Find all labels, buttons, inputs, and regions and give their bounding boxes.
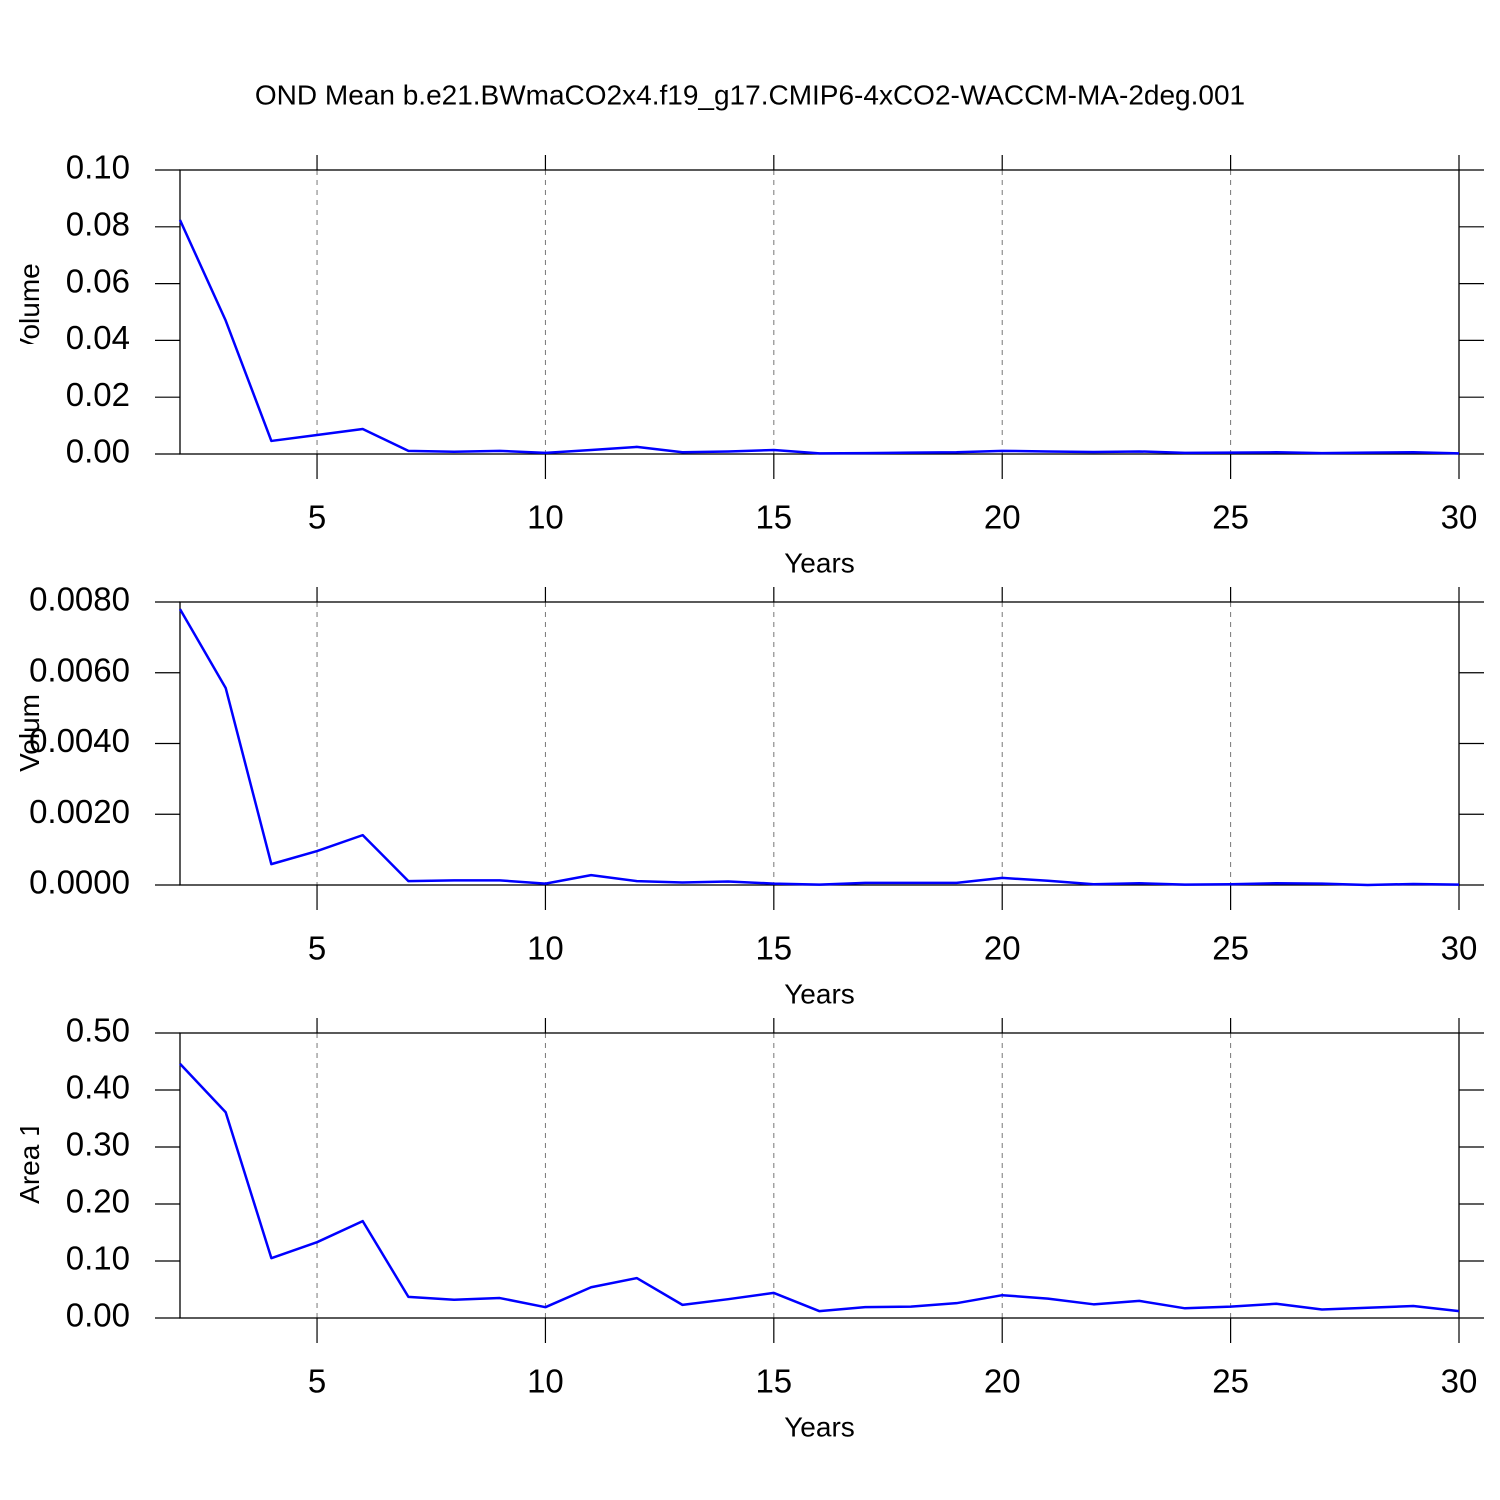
- data-line: [179, 1062, 1460, 1313]
- y-tick-label: 0.20: [66, 1183, 130, 1220]
- x-tick-label: 5: [308, 499, 326, 536]
- y-tick-label: 0.04: [66, 319, 130, 356]
- x-tick-label: 15: [755, 499, 792, 536]
- x-tick-label: 20: [984, 930, 1021, 967]
- panel: 5 10 15 20 25 30 0.00 0.10 0.20 0.30 0.40 0.50 Years…: [12, 1012, 1484, 1442]
- x-tick-label: 10: [527, 499, 564, 536]
- x-tick-label: 25: [1212, 1363, 1249, 1400]
- x-axis-label: Years: [784, 978, 855, 1009]
- y-tick-label: 0.40: [66, 1069, 130, 1106]
- x-tick-label: 15: [755, 930, 792, 967]
- x-tick-label: 5: [308, 1363, 326, 1400]
- x-tick-label: 10: [527, 1363, 564, 1400]
- x-tick-label: 20: [984, 499, 1021, 536]
- x-tick-label: 30: [1441, 499, 1478, 536]
- y-tick-label: 0.0060: [29, 651, 130, 688]
- y-label-text: GIN Ice Area 10: [14, 1106, 45, 1305]
- data-line: [178, 608, 1460, 887]
- y-label-text: GIN Ice Volume 10: [14, 224, 45, 459]
- y-tick-label: 0.0080: [29, 581, 130, 618]
- x-tick-label: 5: [308, 930, 326, 967]
- y-tick-label: 0.10: [66, 1240, 130, 1277]
- x-tick-label: 25: [1212, 499, 1249, 536]
- y-tick-label: 0.0020: [29, 793, 130, 830]
- y-tick-label: 0.10: [66, 149, 130, 186]
- y-tick-label: 0.06: [66, 262, 130, 299]
- y-tick-label: 0.50: [66, 1012, 130, 1049]
- x-tick-label: 30: [1441, 1363, 1478, 1400]
- panel: 5 10 15 20 25 30 0.00 0.02 0.04 0.06 0.08 0.10 Years…: [12, 149, 1484, 578]
- x-axis-label: Years: [784, 1411, 855, 1442]
- y-tick-label: 0.00: [66, 433, 130, 470]
- y-tick-label: 0.30: [66, 1126, 130, 1163]
- panel: 5 10 15 20 25 30 0.0000 0.0020 0.0040 0.0060 0.008…: [12, 580, 1484, 1009]
- y-tick-label: 0.0000: [29, 864, 130, 901]
- x-tick-label: 10: [527, 930, 564, 967]
- x-tick-label: 15: [755, 1363, 792, 1400]
- plot-frame: [179, 1032, 1460, 1319]
- y-tick-label: 0.08: [66, 206, 130, 243]
- x-axis-label: Years: [784, 547, 855, 578]
- y-tick-label: 0.0040: [29, 722, 130, 759]
- x-tick-label: 25: [1212, 930, 1249, 967]
- data-line: [178, 219, 1460, 455]
- figure-title: OND Mean b.e21.BWmaCO2x4.f19_g17.CMIP6-4…: [255, 79, 1245, 110]
- y-label-text: GIN Snow Volume 10: [14, 640, 45, 908]
- y-axis-label: GIN Snow Volume 1013m3: [12, 580, 45, 907]
- y-tick-label: 0.00: [66, 1297, 130, 1334]
- y-axis-label: GIN Ice Volume 1013m3: [12, 165, 45, 460]
- y-tick-label: 0.02: [66, 376, 130, 413]
- y-axis-label: GIN Ice Area 1012m2: [12, 1046, 45, 1305]
- x-tick-label: 30: [1441, 930, 1478, 967]
- x-tick-label: 20: [984, 1363, 1021, 1400]
